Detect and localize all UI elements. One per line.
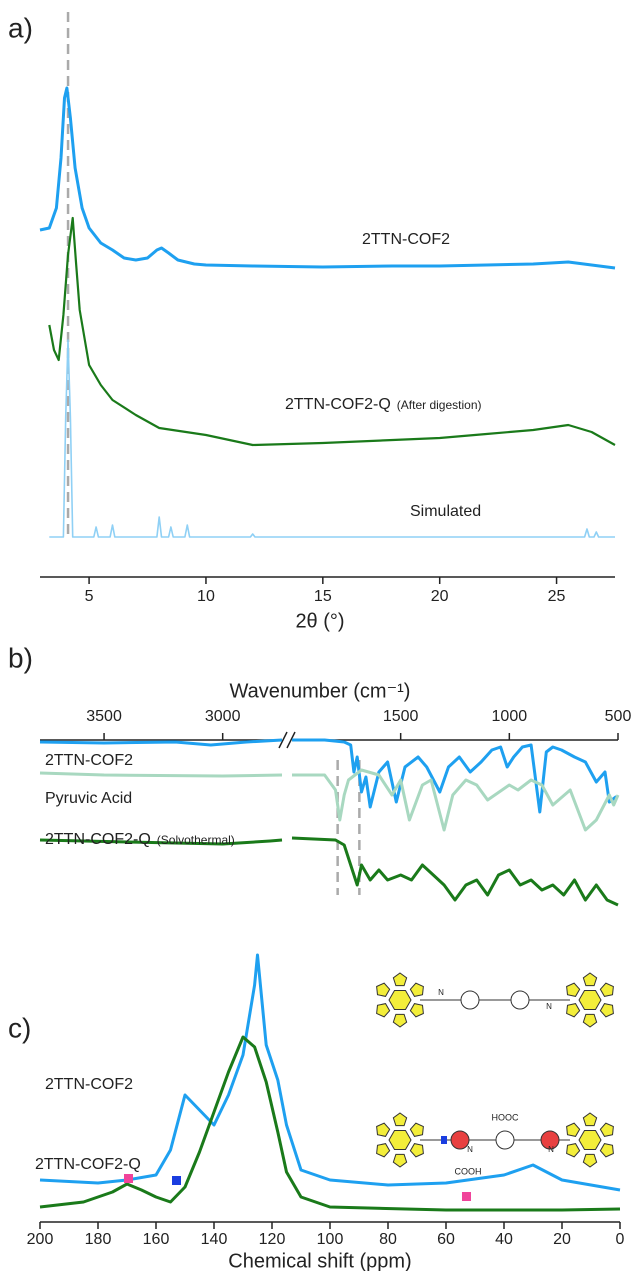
ring bbox=[599, 1143, 614, 1158]
ring bbox=[566, 982, 581, 997]
ring bbox=[409, 1003, 424, 1018]
series-label-note: (Solvothermal) bbox=[157, 833, 235, 847]
x-tick-label: 20 bbox=[553, 1231, 571, 1248]
spectrum-line bbox=[39, 738, 618, 814]
series-label-note: (After digestion) bbox=[397, 398, 482, 412]
pyridine bbox=[495, 1130, 515, 1150]
ring bbox=[582, 1153, 598, 1168]
panel-label: c) bbox=[8, 1012, 31, 1043]
ring bbox=[392, 972, 408, 987]
structure-label: N bbox=[546, 1002, 552, 1011]
ring bbox=[566, 1143, 581, 1158]
axis-break bbox=[286, 731, 296, 749]
ring bbox=[599, 1122, 614, 1137]
x-tick-label: 1500 bbox=[383, 708, 419, 725]
pyridine bbox=[540, 1130, 560, 1150]
spectrum-line bbox=[49, 339, 615, 538]
ring bbox=[388, 1129, 412, 1151]
ring bbox=[599, 982, 614, 997]
marker-square bbox=[441, 1136, 447, 1144]
ring bbox=[388, 989, 412, 1011]
ring bbox=[409, 1122, 424, 1137]
pyridine bbox=[450, 1130, 470, 1150]
x-tick-label: 5 bbox=[85, 588, 94, 605]
ring bbox=[566, 1122, 581, 1137]
ring bbox=[578, 1129, 602, 1151]
series-label: 2TTN-COF2-Q bbox=[45, 831, 151, 848]
thiophene-cluster bbox=[566, 1112, 614, 1168]
x-tick-label: 3500 bbox=[86, 708, 122, 725]
series-label: 2TTN-COF2 bbox=[362, 231, 450, 248]
x-tick-label: 15 bbox=[314, 588, 332, 605]
x-tick-label: 60 bbox=[437, 1231, 455, 1248]
x-axis-title: Chemical shift (ppm) bbox=[228, 1250, 411, 1271]
x-tick-label: 100 bbox=[317, 1231, 344, 1248]
series-label: 2TTN-COF2 bbox=[45, 752, 133, 769]
ring bbox=[376, 1003, 391, 1018]
x-tick-label: 120 bbox=[259, 1231, 286, 1248]
phenyl bbox=[460, 990, 480, 1010]
x-axis-title: 2θ (°) bbox=[295, 610, 344, 632]
series-label: 2TTN-COF2 bbox=[45, 1076, 133, 1093]
thiophene-cluster bbox=[566, 972, 614, 1028]
x-tick-label: 3000 bbox=[205, 708, 241, 725]
axis-break bbox=[278, 731, 288, 749]
ring bbox=[392, 1112, 408, 1127]
x-tick-label: 1000 bbox=[492, 708, 528, 725]
marker-square bbox=[172, 1176, 181, 1185]
structure-label: HOOC bbox=[492, 1112, 520, 1122]
x-tick-label: 25 bbox=[548, 588, 566, 605]
series-label: Simulated bbox=[410, 503, 481, 520]
x-tick-label: 10 bbox=[197, 588, 215, 605]
structure-label: COOH bbox=[455, 1166, 482, 1176]
x-tick-label: 40 bbox=[495, 1231, 513, 1248]
ring bbox=[582, 972, 598, 987]
ring bbox=[578, 989, 602, 1011]
spectrum-line bbox=[39, 768, 620, 832]
structure-label: N bbox=[548, 1145, 554, 1154]
x-tick-label: 0 bbox=[616, 1231, 625, 1248]
x-tick-label: 500 bbox=[605, 708, 632, 725]
marker-square bbox=[462, 1192, 471, 1201]
x-tick-label: 140 bbox=[201, 1231, 228, 1248]
spectrum-line bbox=[39, 836, 619, 907]
ring bbox=[392, 1013, 408, 1028]
x-tick-label: 80 bbox=[379, 1231, 397, 1248]
series-label: 2TTN-COF2-Q bbox=[35, 1156, 141, 1173]
spectrum-line bbox=[39, 1035, 621, 1212]
spectrum-line bbox=[39, 953, 621, 1192]
series-label: Pyruvic Acid bbox=[45, 790, 132, 807]
spectrum-line bbox=[48, 216, 616, 447]
x-tick-label: 160 bbox=[143, 1231, 170, 1248]
ring bbox=[582, 1112, 598, 1127]
structure-label: N bbox=[438, 988, 444, 997]
thiophene-cluster bbox=[376, 1112, 424, 1168]
ring bbox=[599, 1003, 614, 1018]
panel-label: a) bbox=[8, 12, 33, 43]
x-tick-label: 200 bbox=[27, 1231, 54, 1248]
spectrum-line bbox=[39, 86, 616, 270]
structure-label: N bbox=[467, 1145, 473, 1154]
phenyl bbox=[510, 990, 530, 1010]
x-axis-title: Wavenumber (cm⁻¹) bbox=[230, 680, 411, 702]
x-tick-label: 20 bbox=[431, 588, 449, 605]
marker-square bbox=[124, 1174, 133, 1183]
ring bbox=[376, 1122, 391, 1137]
ring bbox=[392, 1153, 408, 1168]
ring bbox=[376, 982, 391, 997]
ring bbox=[566, 1003, 581, 1018]
ring bbox=[409, 1143, 424, 1158]
thiophene-cluster bbox=[376, 972, 424, 1028]
series-label: 2TTN-COF2-Q bbox=[285, 396, 391, 413]
panel-label: b) bbox=[8, 642, 33, 673]
ring bbox=[409, 982, 424, 997]
ring bbox=[376, 1143, 391, 1158]
x-tick-label: 180 bbox=[85, 1231, 112, 1248]
ring bbox=[582, 1013, 598, 1028]
